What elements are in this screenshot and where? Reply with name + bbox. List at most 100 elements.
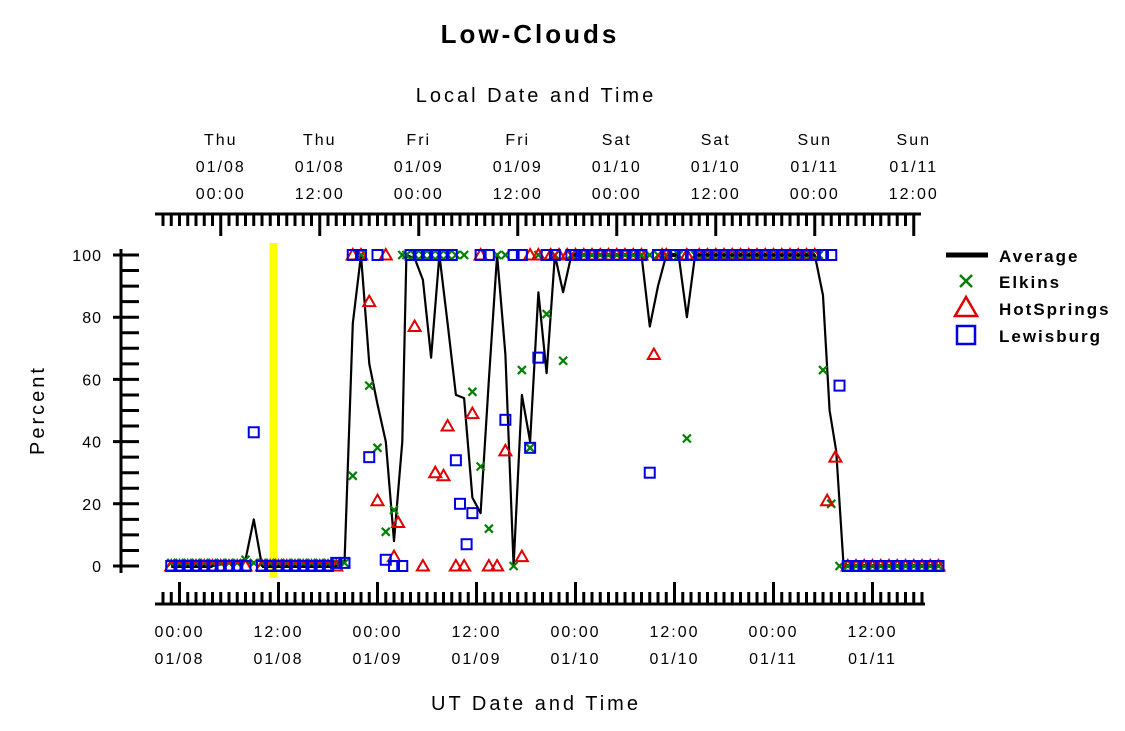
point-elkins [682, 433, 692, 444]
x-axis-title: UT Date and Time [431, 693, 641, 715]
legend-square-swatch [955, 324, 977, 346]
point-lewisburg [577, 249, 590, 261]
top-tick-label-day: Sun [798, 132, 832, 149]
point-elkins [525, 443, 535, 453]
point-lewisburg [239, 560, 252, 572]
point-lewisburg [751, 249, 763, 261]
point-lewisburg [466, 507, 479, 520]
x-stroke [959, 274, 973, 288]
point-lewisburg [635, 249, 648, 261]
point-lewisburg [524, 441, 537, 454]
legend-label: Elkins [999, 273, 1061, 292]
x-stroke [372, 443, 383, 453]
point-lewisburg [532, 351, 545, 364]
chart-title: Low-Clouds [441, 19, 620, 49]
point-lewisburg [833, 379, 846, 392]
y-tick-label: 40 [82, 435, 102, 452]
point-hotsprings [369, 492, 386, 507]
top-tick-label-date: 01/11 [790, 159, 839, 176]
x-stroke [558, 355, 568, 366]
point-lewisburg [272, 560, 285, 572]
series-line-average [171, 253, 939, 568]
y-tick-label: 20 [82, 497, 102, 514]
point-lewisburg [313, 560, 326, 572]
x-stroke [818, 365, 828, 375]
point-lewisburg [726, 249, 739, 261]
top-tick-label-date: 01/10 [592, 159, 642, 176]
top-tick-label-time: 12:00 [889, 186, 939, 203]
point-lewisburg [396, 560, 409, 572]
point-lewisburg [507, 249, 520, 261]
point-lewisburg [709, 249, 722, 261]
y-tick-label: 0 [92, 559, 102, 576]
point-lewisburg [346, 249, 359, 261]
legend-label: Average [999, 247, 1079, 266]
x-stroke [541, 309, 552, 319]
top-tick-label-day: Sat [602, 132, 632, 149]
y-tick-label: 60 [82, 372, 102, 389]
point-lewisburg [548, 249, 561, 261]
top-axis-title: Local Date and Time [416, 85, 656, 107]
point-hotsprings [361, 293, 377, 308]
point-hotsprings [435, 467, 452, 482]
point-lewisburg [338, 556, 351, 569]
point-lewisburg [907, 560, 920, 572]
point-lewisburg [330, 556, 343, 569]
x-stroke [364, 380, 375, 391]
point-lewisburg [643, 466, 656, 479]
bottom-tick-label-time: 12:00 [847, 624, 897, 641]
point-hotsprings [448, 557, 464, 572]
point-lewisburg [499, 413, 512, 426]
point-lewisburg [297, 560, 310, 572]
point-hotsprings [514, 548, 530, 563]
legend-label: Lewisburg [999, 327, 1102, 346]
point-lewisburg [619, 249, 631, 261]
bottom-tick-label-date: 01/11 [749, 651, 798, 668]
point-lewisburg [429, 249, 442, 261]
point-lewisburg [817, 249, 829, 261]
top-tick-label-time: 00:00 [394, 186, 444, 203]
point-lewisburg [363, 451, 376, 464]
legend-x-swatch [959, 274, 973, 288]
bottom-tick-label-date: 01/09 [352, 651, 402, 668]
point-hotsprings [819, 492, 835, 507]
yellow-marker-bar [269, 243, 278, 578]
point-lewisburg [883, 560, 895, 572]
point-lewisburg [759, 249, 772, 261]
point-elkins [380, 527, 391, 537]
point-hotsprings [464, 405, 481, 420]
point-lewisburg [322, 560, 334, 572]
point-lewisburg [206, 560, 219, 572]
point-lewisburg [515, 249, 528, 261]
point-lewisburg [858, 560, 871, 572]
point-lewisburg [734, 249, 747, 261]
top-tick-label-day: Sun [897, 132, 931, 149]
point-lewisburg [482, 249, 495, 261]
point-lewisburg [305, 560, 318, 572]
x-stroke [517, 365, 527, 375]
point-hotsprings [406, 318, 423, 333]
bottom-tick-label-date: 01/08 [253, 651, 303, 668]
point-elkins [508, 561, 519, 571]
point-elkins [475, 461, 486, 472]
bottom-tick-label-time: 00:00 [748, 624, 798, 641]
point-lewisburg [264, 560, 277, 572]
top-tick-label-time: 12:00 [493, 186, 543, 203]
bottom-tick-label-time: 00:00 [352, 624, 402, 641]
point-lewisburg [701, 249, 714, 261]
point-lewisburg [610, 249, 623, 261]
x-stroke [484, 523, 494, 534]
point-lewisburg [421, 249, 433, 261]
top-tick-label-time: 00:00 [196, 186, 246, 203]
top-tick-label-date: 01/11 [889, 159, 938, 176]
top-tick-label-day: Thu [303, 132, 337, 149]
point-lewisburg [460, 538, 473, 551]
bottom-tick-label-time: 12:00 [253, 624, 303, 641]
point-lewisburg [181, 560, 194, 572]
point-lewisburg [190, 560, 202, 572]
point-hotsprings [390, 514, 406, 528]
point-lewisburg [685, 249, 697, 261]
top-tick-label-date: 01/08 [196, 159, 246, 176]
top-tick-label-day: Fri [505, 132, 530, 149]
top-tick-label-day: Thu [204, 132, 238, 149]
